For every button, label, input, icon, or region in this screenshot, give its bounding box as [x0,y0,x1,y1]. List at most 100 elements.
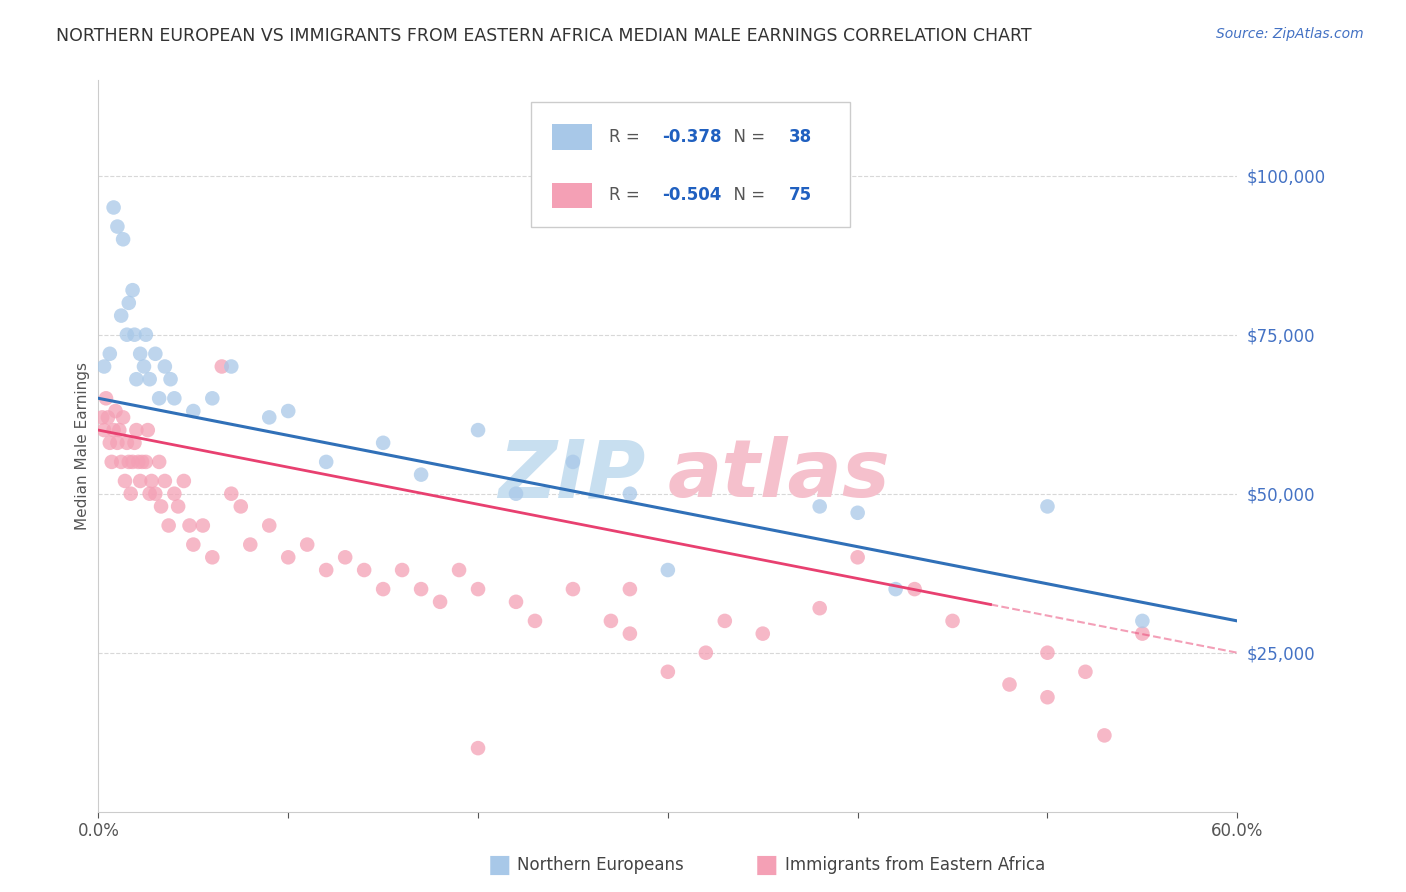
Point [114,474,136,488]
Point [121,283,143,297]
Point [391,563,413,577]
Text: N =: N = [723,186,770,204]
Point [657,665,679,679]
Point [259,518,281,533]
Point [714,614,737,628]
Point [183,404,205,418]
Point [846,550,869,565]
Point [808,601,831,615]
Point [277,550,299,565]
Point [120,486,142,500]
Point [127,455,149,469]
Point [112,232,135,246]
Text: ■: ■ [488,854,510,877]
Point [135,455,157,469]
Point [110,309,132,323]
Point [1074,665,1097,679]
Text: atlas: atlas [668,436,890,515]
Point [449,563,471,577]
Point [131,455,153,469]
Text: Immigrants from Eastern Africa: Immigrants from Eastern Africa [785,856,1045,874]
FancyBboxPatch shape [551,124,592,150]
Point [145,347,167,361]
Point [183,538,205,552]
Point [505,486,527,500]
Point [191,518,214,533]
Point [112,410,135,425]
Point [103,423,125,437]
Point [107,435,129,450]
Point [411,467,433,482]
Point [124,327,146,342]
Point [1036,646,1059,660]
Point [125,372,148,386]
Point [201,392,224,406]
Text: ■: ■ [755,854,778,877]
Point [93,359,115,374]
Point [221,359,243,374]
Point [93,423,115,437]
Point [124,435,146,450]
Y-axis label: Median Male Earnings: Median Male Earnings [75,362,90,530]
Text: N =: N = [723,128,770,146]
Point [619,626,641,640]
Point [129,347,152,361]
Point [121,455,143,469]
Point [315,455,337,469]
Point [201,550,224,565]
Point [91,410,114,425]
Point [148,455,170,469]
Point [411,582,433,596]
Point [277,404,299,418]
Point [335,550,357,565]
Point [138,372,160,386]
Point [211,359,233,374]
Point [173,474,195,488]
Point [110,455,132,469]
Point [145,486,167,500]
Point [141,474,163,488]
Point [505,595,527,609]
Text: -0.378: -0.378 [662,128,721,146]
Point [98,435,121,450]
Point [619,582,641,596]
Point [998,677,1021,691]
Point [129,474,152,488]
Point [467,741,489,756]
Text: -0.504: -0.504 [662,186,721,204]
Point [125,423,148,437]
Point [135,327,157,342]
Point [100,455,122,469]
Text: Source: ZipAtlas.com: Source: ZipAtlas.com [1216,27,1364,41]
Point [524,614,547,628]
Point [1132,614,1154,628]
Point [429,595,451,609]
Text: 75: 75 [789,186,811,204]
Point [884,582,907,596]
Point [98,347,121,361]
Point [136,423,159,437]
Point [752,626,775,640]
Point [94,392,117,406]
Point [138,486,160,500]
Point [259,410,281,425]
Point [159,372,181,386]
Point [239,538,262,552]
Text: R =: R = [609,128,644,146]
Point [315,563,337,577]
Point [1036,500,1059,514]
Point [153,474,176,488]
Point [108,423,131,437]
Point [1094,728,1116,742]
Point [221,486,243,500]
Point [132,359,155,374]
Point [167,500,190,514]
Point [808,500,831,514]
Point [657,563,679,577]
Point [118,296,141,310]
Point [371,582,394,596]
Point [562,455,585,469]
Point [600,614,623,628]
Text: R =: R = [609,186,644,204]
Point [103,201,125,215]
